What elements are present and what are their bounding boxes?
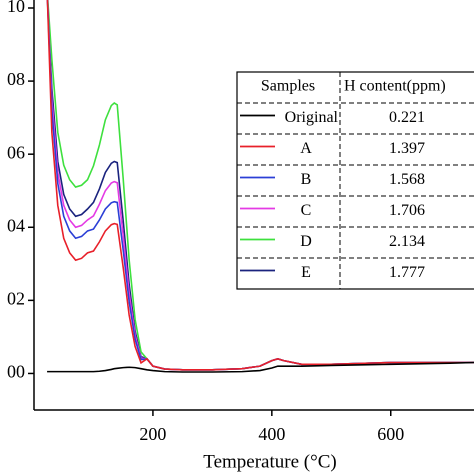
y-tick-label: 06 xyxy=(7,142,25,162)
legend-header: H content(ppm) xyxy=(344,78,446,95)
y-tick-label: 04 xyxy=(7,215,25,235)
series-line xyxy=(47,361,474,373)
y-tick-label: 08 xyxy=(7,69,25,89)
legend-value: 1.568 xyxy=(389,171,425,188)
legend-value: 1.777 xyxy=(389,264,425,281)
x-tick-label: 400 xyxy=(258,424,285,444)
legend-value: 2.134 xyxy=(389,233,425,250)
y-tick-label: 02 xyxy=(7,288,25,308)
legend-label: A xyxy=(300,140,312,157)
x-tick-label: 600 xyxy=(377,424,404,444)
x-tick-label: 200 xyxy=(139,424,166,444)
legend-label: E xyxy=(301,264,311,281)
legend-label: C xyxy=(301,202,312,219)
series-line xyxy=(46,0,474,371)
y-tick-label: 00 xyxy=(7,362,25,382)
legend-header: Samples xyxy=(261,78,315,95)
y-tick-label: 10 xyxy=(7,0,25,16)
plot-area xyxy=(46,0,474,373)
legend-value: 0.221 xyxy=(389,109,425,126)
legend-value: 1.706 xyxy=(389,202,425,219)
legend-box xyxy=(236,71,474,290)
legend-label: B xyxy=(301,171,312,188)
x-axis-label: Temperature (°C) xyxy=(203,451,336,472)
legend-label: Original xyxy=(285,109,339,126)
legend-label: D xyxy=(300,233,312,250)
legend-value: 1.397 xyxy=(389,140,425,157)
